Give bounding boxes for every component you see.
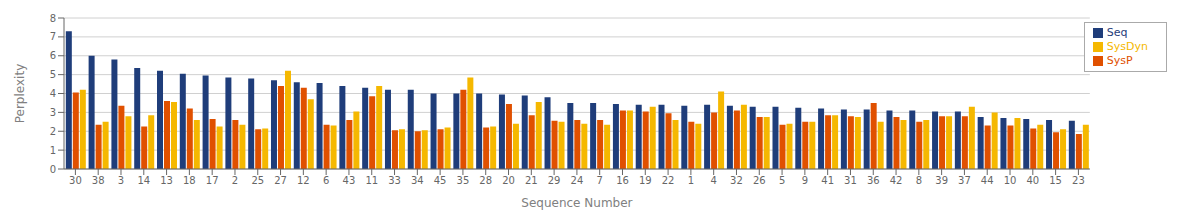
svg-text:32: 32	[730, 175, 743, 186]
svg-text:34: 34	[411, 175, 424, 186]
svg-text:33: 33	[388, 175, 401, 186]
svg-text:6: 6	[50, 50, 56, 61]
svg-text:18: 18	[183, 175, 196, 186]
svg-text:Sequence Number: Sequence Number	[521, 196, 632, 210]
svg-text:25: 25	[251, 175, 264, 186]
svg-text:36: 36	[867, 175, 880, 186]
svg-text:41: 41	[821, 175, 834, 186]
svg-text:12: 12	[297, 175, 310, 186]
svg-text:16: 16	[616, 175, 629, 186]
svg-text:45: 45	[434, 175, 447, 186]
svg-text:13: 13	[160, 175, 173, 186]
svg-text:1: 1	[50, 145, 56, 156]
html-text:SysDyn: SysDyn	[1106, 40, 1148, 53]
html-text:SysP: SysP	[1106, 54, 1133, 67]
svg-text:15: 15	[1049, 175, 1062, 186]
html-text:Seq: Seq	[1106, 26, 1128, 39]
svg-text:35: 35	[457, 175, 470, 186]
svg-text:11: 11	[365, 175, 378, 186]
svg-text:0: 0	[50, 164, 56, 175]
svg-text:3: 3	[50, 107, 56, 118]
svg-text:20: 20	[502, 175, 515, 186]
svg-text:5: 5	[779, 175, 785, 186]
svg-text:24: 24	[571, 175, 584, 186]
svg-text:Perplexity: Perplexity	[13, 64, 27, 124]
svg-text:17: 17	[206, 175, 219, 186]
svg-text:37: 37	[958, 175, 971, 186]
svg-text:8: 8	[916, 175, 922, 186]
svg-text:21: 21	[525, 175, 538, 186]
svg-text:19: 19	[639, 175, 652, 186]
svg-text:7: 7	[50, 31, 56, 42]
svg-text:2: 2	[232, 175, 238, 186]
svg-text:40: 40	[1026, 175, 1039, 186]
svg-text:4: 4	[710, 175, 716, 186]
svg-text:9: 9	[802, 175, 808, 186]
svg-text:28: 28	[479, 175, 492, 186]
svg-text:3: 3	[118, 175, 124, 186]
svg-text:42: 42	[890, 175, 903, 186]
svg-text:10: 10	[1004, 175, 1017, 186]
svg-text:23: 23	[1072, 175, 1085, 186]
svg-text:26: 26	[753, 175, 766, 186]
svg-text:4: 4	[50, 88, 56, 99]
svg-text:14: 14	[137, 175, 150, 186]
svg-text:5: 5	[50, 69, 56, 80]
svg-text:6: 6	[323, 175, 329, 186]
svg-text:2: 2	[50, 126, 56, 137]
svg-text:7: 7	[597, 175, 603, 186]
svg-text:1: 1	[688, 175, 694, 186]
svg-text:31: 31	[844, 175, 857, 186]
svg-text:30: 30	[69, 175, 82, 186]
svg-text:8: 8	[50, 13, 56, 24]
svg-text:27: 27	[274, 175, 287, 186]
svg-text:38: 38	[92, 175, 105, 186]
svg-text:22: 22	[662, 175, 675, 186]
svg-text:43: 43	[343, 175, 356, 186]
svg-text:29: 29	[548, 175, 561, 186]
svg-text:39: 39	[935, 175, 948, 186]
svg-text:44: 44	[981, 175, 994, 186]
